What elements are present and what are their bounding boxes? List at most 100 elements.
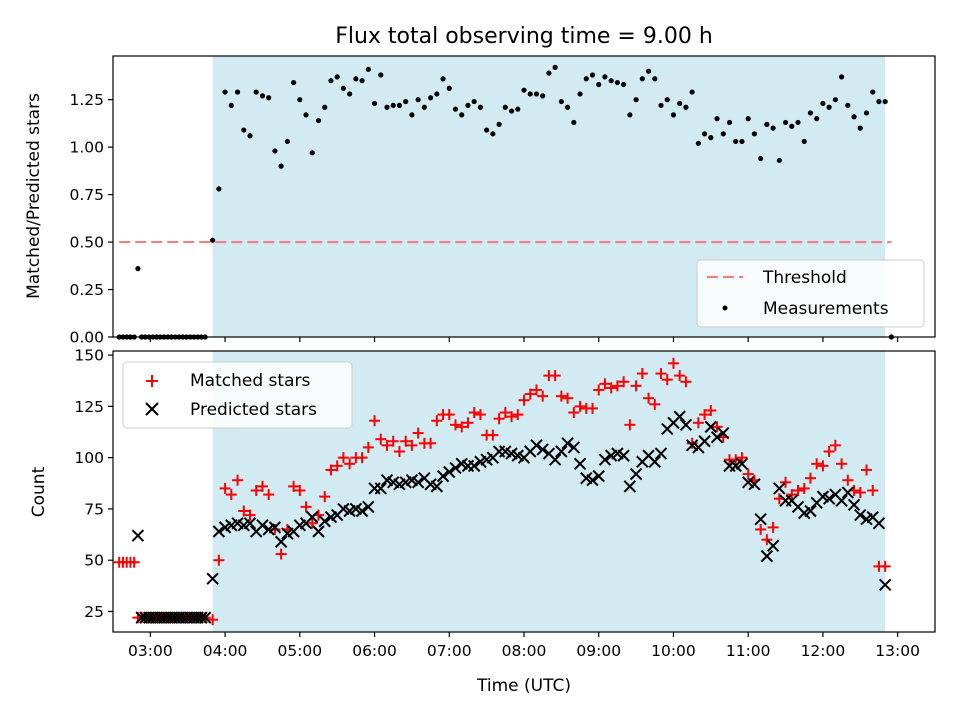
measurement-point	[807, 110, 814, 116]
y-tick-label: 0.75	[69, 186, 104, 204]
x-tick-label: 03:00	[128, 642, 173, 660]
matched-star-point	[711, 421, 723, 433]
matched-star-point	[767, 521, 779, 533]
y-tick-label: 100	[74, 449, 104, 467]
matched-star-point	[736, 452, 748, 464]
measurement-point	[303, 112, 309, 118]
predicted-star-point	[374, 482, 387, 495]
matched-star-point	[375, 433, 387, 445]
y-tick-label: 1.00	[69, 139, 104, 157]
matched-star-point	[686, 437, 698, 449]
predicted-star-point	[878, 578, 892, 592]
measurement-point	[452, 106, 459, 112]
measurement-point	[272, 148, 278, 154]
predicted-star-point	[318, 515, 331, 528]
measurement-point	[278, 163, 284, 169]
measurement-point	[396, 102, 403, 108]
predicted-star-point	[617, 449, 630, 462]
matched-star-point	[674, 370, 686, 382]
measurement-point	[322, 104, 328, 110]
matched-star-point	[593, 384, 605, 396]
measurement-point	[739, 138, 745, 145]
predicted-star-point	[536, 443, 549, 456]
matched-star-point	[611, 380, 623, 392]
measurement-point	[234, 89, 241, 95]
measurement-point	[633, 97, 639, 103]
measurement-point	[770, 125, 776, 131]
measurement-point	[608, 78, 614, 84]
matched-star-point	[879, 560, 891, 572]
measurement-point	[583, 76, 589, 82]
matched-star-point	[655, 368, 667, 380]
x-axis-label: Time (UTC)	[476, 676, 571, 696]
x-tick-label: 06:00	[352, 642, 397, 660]
measurement-point	[378, 72, 384, 78]
measurement-point	[359, 78, 365, 84]
predicted-star-point	[355, 504, 369, 518]
predicted-star-point	[841, 486, 855, 499]
measurement-point	[577, 91, 583, 97]
matched-star-point	[867, 484, 879, 496]
matched-star-point	[618, 376, 630, 388]
measurement-point	[863, 110, 870, 116]
predicted-star-point	[362, 500, 375, 514]
predicted-star-point	[206, 572, 219, 585]
x-tick-label: 13:00	[875, 642, 920, 660]
matched-star-point	[344, 458, 356, 470]
measurement-point	[589, 72, 596, 78]
measurement-point	[477, 104, 484, 110]
measurement-point	[652, 76, 658, 82]
matched-star-point	[786, 489, 798, 501]
matched-star-point	[842, 474, 854, 486]
measurement-point	[726, 119, 733, 126]
y-tick-label: 25	[84, 603, 104, 621]
measurement-point	[216, 186, 222, 192]
measurement-point	[521, 87, 527, 93]
measurement-point	[540, 93, 546, 99]
bottom-plot-frame	[112, 350, 936, 633]
matched-star-point	[269, 523, 281, 535]
top-panel: Flux total observing time = 9.00 h 0.000…	[24, 24, 936, 347]
measurement-point	[353, 76, 359, 82]
matched-star-point	[300, 501, 312, 513]
measurement-point	[695, 140, 701, 146]
predicted-star-point	[467, 459, 481, 473]
x-tick-label: 11:00	[726, 642, 771, 660]
matched-star-point	[337, 452, 349, 464]
measurement-point	[564, 104, 571, 110]
predicted-star-point	[573, 457, 587, 471]
threshold-legend-label: Threshold	[762, 268, 847, 288]
top-plot-frame	[112, 55, 936, 338]
top-y-axis-label: Matched/Predicted stars	[24, 93, 44, 299]
matched-star-point	[431, 415, 443, 427]
measurement-point	[745, 116, 751, 122]
predicted-star-point	[561, 437, 574, 450]
top-legend-box	[696, 259, 925, 328]
measurement-point	[764, 121, 770, 127]
matched-star-point	[244, 509, 256, 521]
predicted-star-point	[760, 549, 774, 563]
matched-star-point	[804, 472, 816, 484]
matched-star-point	[412, 427, 424, 439]
predicted-legend-label: Predicted stars	[190, 400, 317, 420]
measurement-point	[820, 100, 826, 107]
predicted-star-point	[773, 482, 786, 495]
measurement-point	[814, 116, 820, 122]
predicted-star-point	[717, 426, 730, 440]
measurement-point	[290, 79, 297, 86]
matched-star-point	[562, 392, 574, 404]
y-tick-label: 150	[74, 347, 104, 365]
matched-star-point	[649, 398, 661, 410]
matched-star-point	[275, 548, 287, 560]
matched-star-point	[493, 413, 505, 425]
measurement-point	[347, 91, 353, 97]
measurement-point	[253, 89, 259, 95]
matched-star-point	[213, 554, 225, 566]
matched-star-point	[294, 484, 306, 496]
measurement-point	[297, 97, 303, 103]
measurement-point	[782, 119, 789, 126]
bottom-panel: 25 50 75 100 125 150 03:00 04:00 05:00 06:00 07:0…	[29, 347, 936, 696]
matched-star-point	[225, 489, 237, 501]
x-tick-label: 08:00	[502, 642, 547, 660]
matched-star-point	[263, 489, 275, 501]
